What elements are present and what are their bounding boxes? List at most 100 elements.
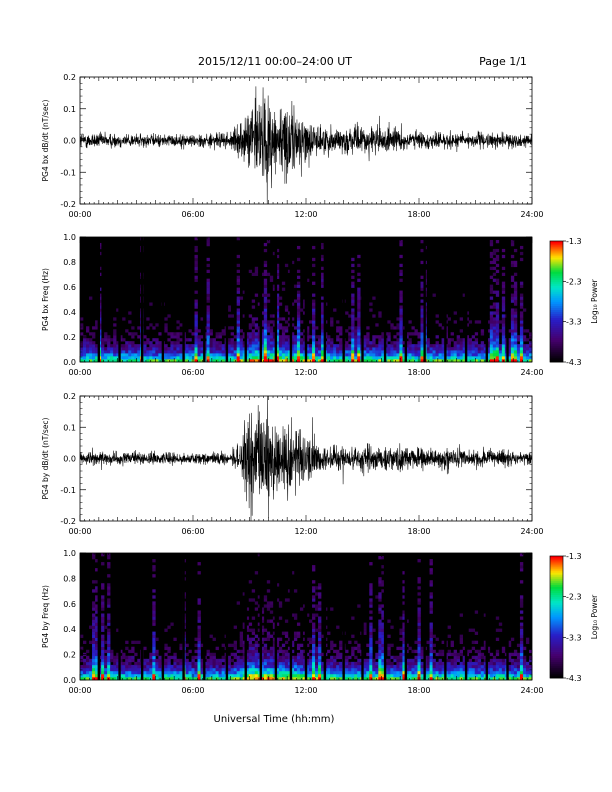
spectrogram-cell	[83, 661, 87, 666]
spectrogram-cell	[101, 595, 105, 599]
spectrogram-cell	[92, 556, 96, 560]
spectrogram-cell	[155, 323, 159, 327]
spectrogram-cell	[299, 655, 304, 660]
spectrogram-cell	[396, 347, 400, 351]
spectrogram-cell	[357, 326, 361, 330]
spectrogram-cell	[495, 320, 500, 324]
spectrogram-cell	[483, 353, 488, 357]
spectrogram-cell	[116, 353, 120, 357]
spectrogram-cell	[390, 347, 394, 351]
spectrogram-cell	[167, 332, 171, 336]
spectrogram-cell	[378, 667, 382, 672]
spectrogram-cell	[227, 667, 231, 672]
spectrogram-cell	[260, 646, 265, 651]
spectrogram-cell	[462, 658, 466, 663]
spectrogram-cell	[318, 628, 322, 632]
spectrogram-cell	[429, 568, 433, 572]
spectrogram-cell	[146, 353, 150, 357]
spectrogram-cell	[405, 649, 409, 654]
spectrogram-cell	[318, 658, 322, 663]
spectrogram-cell	[281, 670, 286, 675]
spectrogram-cell	[321, 670, 325, 675]
spectrogram-cell	[519, 281, 524, 285]
spectrogram-cell	[459, 344, 463, 348]
spectrogram-cell	[272, 347, 277, 351]
spectrogram-cell	[387, 350, 391, 354]
spectrogram-cell	[233, 353, 237, 357]
spectrogram-cell	[137, 335, 141, 339]
spectrogram-cell	[275, 658, 280, 663]
spectrogram-cell	[489, 676, 494, 681]
spectrogram-cell	[429, 595, 433, 599]
spectrogram-cell	[468, 359, 473, 363]
spectrogram-cell	[450, 658, 454, 663]
spectrogram-cell	[498, 347, 503, 351]
spectrogram-cell	[92, 359, 96, 363]
spectrogram-cell	[492, 661, 497, 666]
spectrogram-cell	[501, 296, 506, 300]
spectrogram-cell	[474, 649, 479, 654]
spectrogram-cell	[495, 248, 500, 253]
spectrogram-cell	[104, 655, 108, 660]
spectrogram-cell	[173, 661, 177, 666]
spectrogram-cell	[293, 673, 298, 678]
spectrogram-cell	[429, 571, 433, 575]
spectrogram-cell	[143, 658, 147, 663]
spectrogram-cell	[420, 649, 424, 654]
spectrogram-cell	[113, 329, 117, 333]
data-gap-stripe	[289, 237, 293, 362]
spectrogram-cell	[293, 284, 298, 288]
spectrogram-cell	[176, 347, 180, 351]
spectrogram-cell	[179, 344, 183, 348]
spectrogram-cell	[357, 254, 361, 259]
spectrogram-cell	[131, 676, 135, 681]
spectrogram-cell	[450, 338, 454, 342]
spectrogram-cell	[330, 356, 334, 360]
spectrogram-cell	[327, 350, 331, 354]
spectrogram-cell	[233, 625, 237, 629]
spectrogram-cell	[221, 356, 225, 360]
spectrogram-cell	[257, 658, 262, 663]
spectrogram-cell	[492, 347, 497, 351]
spectrogram-cell	[492, 290, 497, 294]
spectrogram-cell	[278, 338, 283, 342]
spectrogram-cell	[459, 640, 463, 645]
spectrogram-cell	[95, 625, 99, 629]
spectrogram-cell	[290, 353, 295, 357]
spectrogram-cell	[89, 353, 93, 357]
x-tick-label: 18:00	[407, 368, 430, 377]
spectrogram-cell	[513, 260, 518, 265]
spectrogram-cell	[453, 652, 457, 657]
spectrogram-cell	[351, 649, 355, 654]
spectrogram-cell	[134, 344, 138, 348]
spectrogram-cell	[330, 640, 334, 645]
colorbar-cell	[550, 667, 563, 671]
colorbar-cell	[550, 329, 563, 333]
colorbar-cell	[550, 315, 563, 319]
spectrogram-cell	[414, 673, 418, 678]
spectrogram-cell	[462, 670, 466, 675]
spectrogram-cell	[468, 673, 473, 678]
spectrogram-cell	[233, 347, 237, 351]
spectrogram-cell	[110, 344, 114, 348]
spectrogram-cell	[206, 649, 210, 654]
spectrogram-cell	[113, 335, 117, 339]
spectrogram-cell	[92, 622, 96, 626]
spectrogram-cell	[336, 320, 340, 324]
spectrogram-cell	[116, 347, 120, 351]
spectrogram-cell	[312, 299, 316, 303]
spectrogram-cell	[447, 634, 451, 638]
spectrogram-cell	[146, 667, 150, 672]
spectrogram-cell	[396, 359, 400, 363]
spectrogram-cell	[474, 655, 479, 660]
spectrogram-cell	[480, 359, 485, 363]
spectrogram-cell	[510, 299, 515, 303]
spectrogram-cell	[414, 664, 418, 669]
spectrogram-cell	[152, 619, 156, 623]
spectrogram-cell	[80, 655, 84, 660]
spectrogram-cell	[318, 634, 322, 638]
spectrogram-cell	[248, 338, 253, 342]
spectrogram-cell	[236, 670, 240, 675]
spectrogram-cell	[296, 661, 301, 666]
data-gap-stripe	[464, 237, 468, 362]
